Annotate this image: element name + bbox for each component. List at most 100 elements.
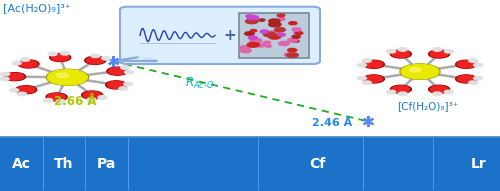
Circle shape — [362, 59, 372, 62]
Circle shape — [296, 32, 303, 35]
Circle shape — [358, 77, 366, 80]
Polygon shape — [115, 57, 158, 61]
Circle shape — [91, 54, 100, 57]
Circle shape — [433, 48, 442, 51]
Polygon shape — [138, 56, 156, 60]
Circle shape — [102, 57, 110, 60]
Circle shape — [410, 68, 421, 72]
Circle shape — [364, 60, 384, 68]
Circle shape — [294, 31, 302, 34]
Circle shape — [56, 73, 68, 78]
Text: Pa: Pa — [97, 157, 116, 171]
Circle shape — [250, 38, 262, 43]
Circle shape — [86, 57, 104, 64]
Circle shape — [288, 49, 296, 52]
Circle shape — [428, 50, 450, 58]
Circle shape — [106, 81, 126, 89]
Circle shape — [248, 36, 258, 40]
Circle shape — [444, 50, 454, 53]
Text: 2.46 Å: 2.46 Å — [312, 117, 353, 128]
Circle shape — [259, 19, 265, 21]
Circle shape — [278, 33, 285, 36]
Circle shape — [264, 41, 270, 44]
Text: 2.66 Å: 2.66 Å — [54, 95, 96, 108]
Circle shape — [288, 38, 298, 42]
Circle shape — [289, 22, 297, 25]
Circle shape — [468, 59, 477, 62]
Text: Lr: Lr — [471, 157, 487, 171]
Circle shape — [365, 75, 383, 82]
Circle shape — [386, 50, 396, 53]
Circle shape — [16, 86, 36, 94]
Circle shape — [240, 49, 251, 53]
Circle shape — [433, 92, 442, 96]
Circle shape — [48, 52, 57, 56]
Circle shape — [18, 92, 26, 96]
Circle shape — [274, 28, 285, 32]
Circle shape — [392, 51, 410, 57]
Circle shape — [46, 69, 88, 85]
Circle shape — [107, 67, 128, 75]
Circle shape — [278, 18, 285, 21]
FancyBboxPatch shape — [120, 7, 320, 64]
Circle shape — [260, 30, 268, 33]
Text: [Ac(H₂O)₉]³⁺: [Ac(H₂O)₉]³⁺ — [2, 3, 70, 13]
Circle shape — [256, 44, 265, 47]
Circle shape — [240, 46, 250, 50]
Circle shape — [46, 93, 67, 101]
Text: [Cf(H₂O)₈]³⁺: [Cf(H₂O)₈]³⁺ — [398, 101, 459, 111]
Circle shape — [430, 51, 448, 57]
Circle shape — [398, 48, 407, 51]
Circle shape — [83, 92, 101, 99]
Circle shape — [85, 56, 106, 64]
Circle shape — [12, 61, 21, 65]
Circle shape — [358, 63, 366, 67]
Circle shape — [119, 87, 128, 90]
Circle shape — [250, 30, 256, 32]
Circle shape — [246, 19, 258, 24]
Circle shape — [0, 72, 10, 76]
Circle shape — [474, 77, 482, 80]
Circle shape — [284, 53, 293, 56]
Circle shape — [474, 63, 482, 67]
Circle shape — [266, 45, 272, 47]
Circle shape — [268, 19, 280, 23]
Circle shape — [268, 22, 281, 27]
Circle shape — [124, 70, 134, 74]
Text: Cf: Cf — [310, 157, 326, 171]
Circle shape — [365, 61, 383, 68]
Circle shape — [98, 96, 107, 99]
Circle shape — [398, 92, 407, 96]
Circle shape — [364, 75, 384, 83]
Circle shape — [4, 73, 25, 81]
FancyBboxPatch shape — [238, 13, 309, 58]
Circle shape — [390, 50, 411, 58]
Circle shape — [44, 99, 53, 102]
Circle shape — [248, 15, 258, 20]
Circle shape — [50, 53, 70, 62]
Circle shape — [444, 90, 454, 94]
Circle shape — [400, 64, 440, 79]
Circle shape — [264, 32, 276, 37]
Text: +: + — [224, 28, 236, 43]
Circle shape — [124, 82, 132, 86]
Circle shape — [108, 68, 126, 75]
Circle shape — [386, 90, 396, 94]
Circle shape — [48, 70, 88, 85]
Text: Th: Th — [54, 157, 74, 171]
Circle shape — [60, 52, 70, 55]
Circle shape — [268, 34, 281, 39]
Circle shape — [456, 60, 476, 68]
Circle shape — [20, 61, 38, 67]
Circle shape — [362, 81, 372, 84]
Circle shape — [17, 86, 35, 93]
Circle shape — [51, 54, 69, 61]
Circle shape — [48, 94, 66, 100]
Circle shape — [390, 85, 411, 93]
Circle shape — [456, 75, 476, 83]
Circle shape — [0, 77, 9, 81]
Circle shape — [392, 86, 410, 93]
Circle shape — [20, 58, 30, 61]
Circle shape — [292, 40, 299, 42]
Circle shape — [56, 100, 65, 103]
